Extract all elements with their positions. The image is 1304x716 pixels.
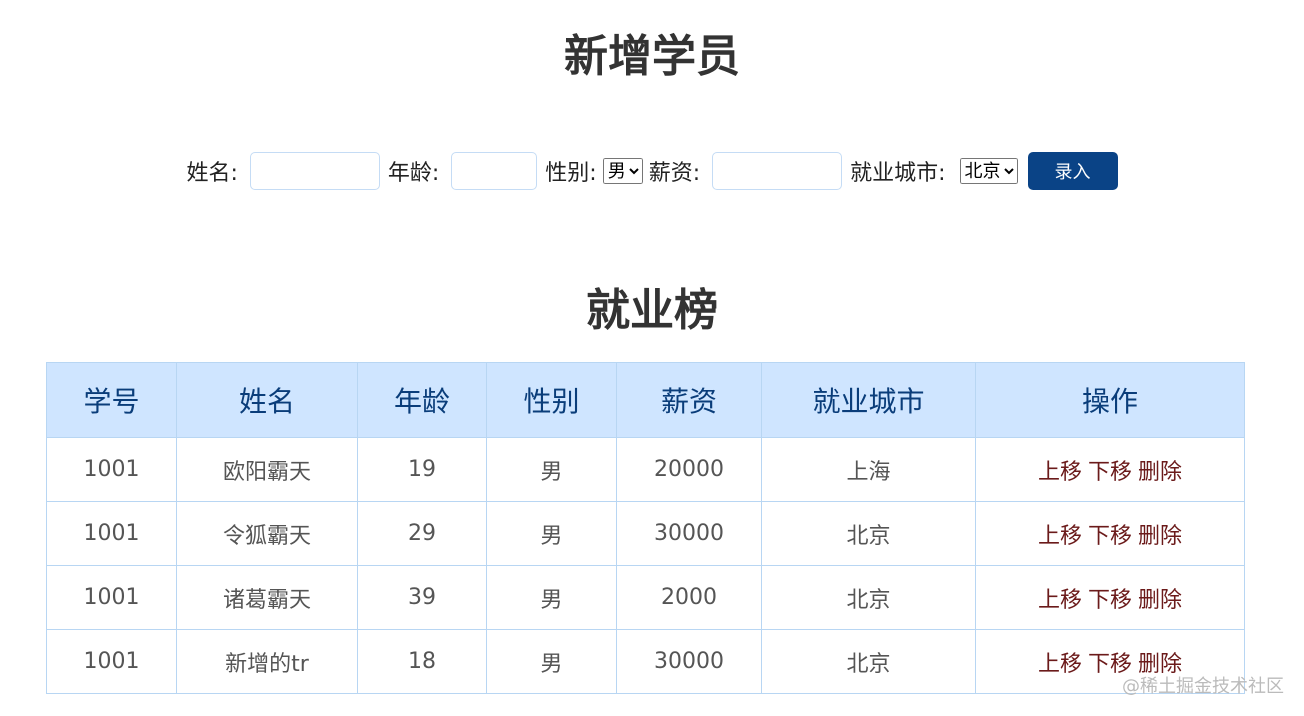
table-cell: 男 <box>486 437 617 502</box>
table-cell: 1001 <box>46 501 177 566</box>
table-cell: 上海 <box>761 437 976 502</box>
move-up-link[interactable]: 上移 <box>1037 587 1082 613</box>
actions-cell: 上移 下移 删除 <box>975 629 1245 694</box>
column-header: 学号 <box>46 362 177 438</box>
table-cell: 男 <box>486 501 617 566</box>
table-row: 1001 欧阳霸天 19 男 20000 上海 上移 下移 删除 <box>46 437 1245 502</box>
move-up-link[interactable]: 上移 <box>1037 523 1082 549</box>
city-select[interactable]: 北京 <box>959 158 1018 184</box>
submit-button[interactable]: 录入 <box>1027 152 1118 190</box>
delete-link[interactable]: 删除 <box>1138 459 1183 485</box>
salary-input[interactable] <box>712 152 843 190</box>
table-cell: 29 <box>357 501 487 566</box>
table-cell: 1001 <box>46 437 177 502</box>
table-row: 1001 令狐霸天 29 男 30000 北京 上移 下移 删除 <box>46 501 1245 566</box>
page-title: 新增学员 <box>564 31 740 82</box>
table-cell: 2000 <box>616 565 762 630</box>
table-cell: 30000 <box>616 629 762 694</box>
table-cell: 20000 <box>616 437 762 502</box>
name-input[interactable] <box>249 152 380 190</box>
table-cell: 令狐霸天 <box>176 501 358 566</box>
table-cell: 北京 <box>761 629 976 694</box>
watermark: @稀土掘金技术社区 <box>1122 676 1284 697</box>
move-down-link[interactable]: 下移 <box>1087 587 1132 613</box>
table-row: 1001 诸葛霸天 39 男 2000 北京 上移 下移 删除 <box>46 565 1245 630</box>
table-cell: 男 <box>486 565 617 630</box>
column-header: 性别 <box>486 362 617 438</box>
delete-link[interactable]: 删除 <box>1138 587 1183 613</box>
table-cell: 欧阳霸天 <box>176 437 358 502</box>
move-down-link[interactable]: 下移 <box>1087 523 1132 549</box>
table-cell: 1001 <box>46 565 177 630</box>
table-cell: 北京 <box>761 565 976 630</box>
move-up-link[interactable]: 上移 <box>1037 459 1082 485</box>
table-cell: 39 <box>357 565 487 630</box>
add-student-form: 姓名: 年龄: 性别: 男 薪资: 就业城市: 北京 录入 <box>0 152 1304 190</box>
name-label: 姓名: <box>186 161 238 186</box>
table-cell: 诸葛霸天 <box>176 565 358 630</box>
column-header: 年龄 <box>357 362 487 438</box>
column-header: 操作 <box>975 362 1245 438</box>
delete-link[interactable]: 删除 <box>1138 651 1183 677</box>
actions-cell: 上移 下移 删除 <box>975 501 1245 566</box>
column-header: 薪资 <box>616 362 762 438</box>
gender-select[interactable]: 男 <box>602 158 643 184</box>
move-down-link[interactable]: 下移 <box>1087 459 1132 485</box>
gender-label: 性别: <box>545 161 597 186</box>
table-cell: 30000 <box>616 501 762 566</box>
age-input[interactable] <box>451 152 538 190</box>
actions-cell: 上移 下移 删除 <box>975 437 1245 502</box>
table-cell: 北京 <box>761 501 976 566</box>
actions-cell: 上移 下移 删除 <box>975 565 1245 630</box>
column-header: 姓名 <box>176 362 358 438</box>
list-title: 就业榜 <box>586 285 718 336</box>
city-label: 就业城市: <box>850 161 946 186</box>
table-cell: 新增的tr <box>176 629 358 694</box>
age-label: 年龄: <box>387 161 440 186</box>
table-row: 1001 新增的tr 18 男 30000 北京 上移 下移 删除 <box>46 629 1245 694</box>
table-cell: 男 <box>486 629 617 694</box>
table-cell: 18 <box>357 629 487 694</box>
column-header: 就业城市 <box>761 362 976 438</box>
salary-label: 薪资: <box>648 161 701 186</box>
move-up-link[interactable]: 上移 <box>1037 651 1082 677</box>
table-cell: 19 <box>357 437 487 502</box>
move-down-link[interactable]: 下移 <box>1087 651 1132 677</box>
table-cell: 1001 <box>46 629 177 694</box>
delete-link[interactable]: 删除 <box>1138 523 1183 549</box>
employment-table: 学号 姓名 年龄 性别 薪资 就业城市 操作 1001 欧阳霸天 19 男 20000 上海 上移 下移 删除… <box>46 362 1245 694</box>
